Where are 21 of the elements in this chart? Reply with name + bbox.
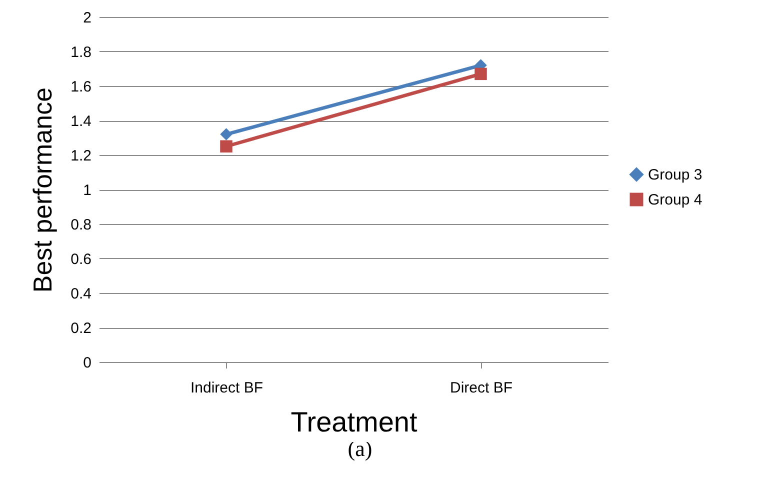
y-tick-label: 0 (83, 354, 92, 372)
x-tick-label: Direct BF (450, 380, 513, 396)
y-tick-label: 0.4 (70, 286, 92, 302)
point (474, 68, 487, 80)
point (220, 128, 232, 140)
point (220, 140, 232, 152)
x-axis-title: Treatment (290, 406, 418, 438)
x-tick-label: Indirect BF (190, 380, 264, 396)
y-axis-title: Best performance (28, 87, 58, 293)
y-tick-label: 1.2 (70, 148, 92, 164)
text: (a) (346, 436, 374, 462)
y-tick-label: 0.2 (70, 320, 92, 337)
legend-label: Group 4 (648, 192, 702, 208)
y-tick-label: 1.6 (70, 78, 92, 96)
y-tick-label: 1.4 (70, 113, 92, 130)
legend-label: Group 3 (648, 166, 702, 184)
y-tick-label: 0.8 (70, 216, 92, 234)
y-tick-label: 1.8 (70, 44, 92, 61)
y-tick-label: 2 (83, 10, 92, 26)
y-tick-label: 0.6 (70, 251, 92, 268)
y-tick-label: 1 (83, 182, 92, 199)
